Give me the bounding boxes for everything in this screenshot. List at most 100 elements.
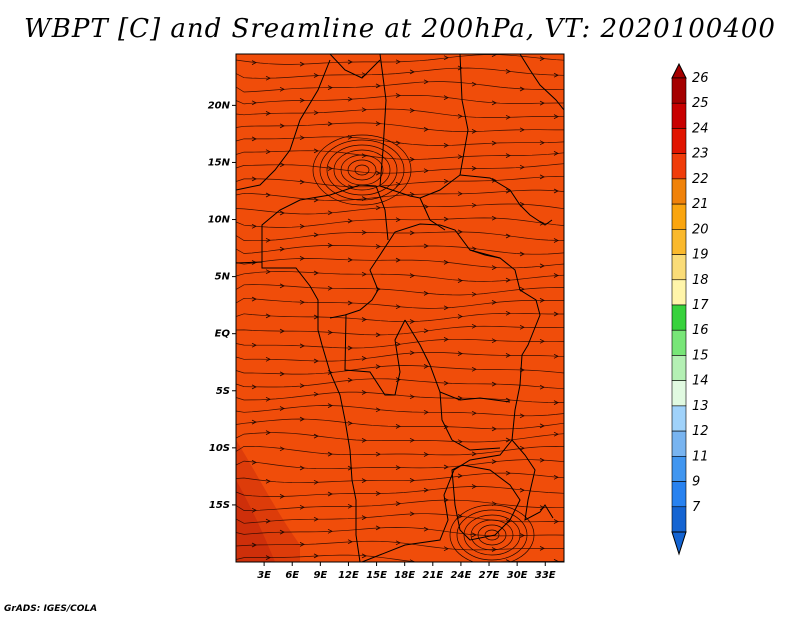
streamline-arrow <box>299 299 305 305</box>
streamline-arrow <box>265 313 271 319</box>
streamline-arrow <box>313 73 319 78</box>
streamline-arrow <box>505 233 511 239</box>
streamline-arrow <box>423 452 429 457</box>
streamline <box>236 365 564 375</box>
streamline-arrow <box>251 60 257 65</box>
streamline-arrow <box>553 114 559 119</box>
streamline-arrow <box>265 75 271 81</box>
streamline-arrow <box>375 407 381 413</box>
streamline-arrow <box>491 381 497 387</box>
streamline-arrow <box>539 100 545 106</box>
streamline-arrow <box>299 465 305 471</box>
streamline-arrow <box>491 459 497 464</box>
streamline-arrow <box>251 460 257 465</box>
streamline-arrow <box>313 148 319 154</box>
streamline-arrow <box>327 330 333 335</box>
streamline <box>236 163 564 174</box>
grads-credit: GrADS: IGES/COLA <box>4 604 98 614</box>
warm-region-core <box>236 480 275 562</box>
colorbar-segment <box>671 355 687 381</box>
streamline-arrow <box>313 479 319 485</box>
streamline-arrow <box>327 210 333 216</box>
streamline-arrow <box>265 518 271 524</box>
streamline-arrow <box>395 257 401 263</box>
streamline-arrow <box>443 216 449 222</box>
streamline-arrow <box>423 168 429 174</box>
streamline-arrow <box>313 391 319 397</box>
streamline-arrow <box>471 451 477 457</box>
streamline-arrow <box>375 451 381 457</box>
colorbar-segment <box>671 506 687 533</box>
circulation-loop <box>326 144 398 196</box>
streamline-arrow <box>423 291 429 296</box>
streamline-arrow <box>471 484 477 489</box>
streamline-arrow <box>279 123 285 129</box>
streamline-arrow <box>491 178 497 183</box>
streamline-arrow <box>395 140 401 146</box>
circulation-loop <box>347 159 377 181</box>
streamline-arrow <box>395 341 401 347</box>
streamline-arrow <box>519 324 525 330</box>
streamline-arrow <box>505 437 511 443</box>
streamline-arrow <box>519 86 525 92</box>
streamline-arrow <box>553 311 559 317</box>
streamline-arrow <box>553 188 559 194</box>
streamline-arrow <box>539 546 545 551</box>
streamline-arrow <box>409 319 415 324</box>
streamline-arrow <box>313 197 319 203</box>
streamline-arrow <box>553 519 559 524</box>
streamline-arrow <box>265 356 271 362</box>
streamline-arrow <box>505 470 511 476</box>
streamline-arrow <box>265 555 271 560</box>
map-panel: 20N 15N 10N 5N EQ 5S 10S 15S 3E 6E 9E 12E 15E 18E 21E… <box>208 53 565 581</box>
streamline-arrow <box>443 260 449 265</box>
colorbar-label: 25 <box>692 96 709 111</box>
lat-label: 15S <box>209 500 230 511</box>
streamline <box>236 203 564 215</box>
streamline-arrow <box>395 304 401 310</box>
streamline-arrow <box>347 59 353 65</box>
colorbar-segment <box>671 203 687 230</box>
country-borders <box>236 54 564 562</box>
lon-label: 30E <box>507 570 528 581</box>
streamline-arrow <box>553 559 559 562</box>
streamline-arrow <box>471 291 477 297</box>
longitude-axis: 3E 6E 9E 12E 15E 18E 21E 24E 27E 30E 33E <box>257 562 556 581</box>
streamline-arrow <box>553 151 559 156</box>
colorbar-label: 20 <box>692 222 709 237</box>
streamline-arrow <box>457 229 463 235</box>
colorbar-segment <box>671 128 687 154</box>
lat-label: 15N <box>208 157 231 168</box>
streamline-arrow <box>299 224 305 229</box>
streamline-arrow <box>457 154 463 160</box>
streamline-arrow <box>299 256 305 261</box>
streamline-arrow <box>361 553 367 559</box>
streamline-arrow <box>539 384 545 390</box>
streamline-arrow <box>443 464 449 470</box>
streamline-arrow <box>251 100 257 106</box>
streamline-arrow <box>265 269 271 275</box>
lon-label: 12E <box>338 570 359 581</box>
streamline-arrow <box>375 205 381 211</box>
colorbar-segment <box>671 102 687 129</box>
streamline-arrow <box>409 108 415 113</box>
streamline-arrow <box>505 353 511 358</box>
streamline-arrow <box>505 114 511 120</box>
streamline-arrow <box>491 338 497 344</box>
streamline-arrow <box>375 121 381 126</box>
colorbar-label: 26 <box>692 71 709 86</box>
streamline-arrow <box>505 153 511 158</box>
streamline-arrow <box>375 83 381 89</box>
colorbar-label: 9 <box>692 475 700 490</box>
streamline <box>236 527 564 537</box>
lon-label: 27E <box>479 570 500 581</box>
streamline-arrow <box>471 323 477 329</box>
streamline-arrow <box>395 377 401 382</box>
streamline-arrow <box>327 166 333 171</box>
streamline-arrow <box>539 140 545 146</box>
colorbar-segment <box>671 405 687 432</box>
streamline-arrow <box>279 328 285 334</box>
streamline-arrow <box>471 246 477 252</box>
streamline-arrow <box>395 540 401 546</box>
streamline-arrow <box>395 59 401 65</box>
